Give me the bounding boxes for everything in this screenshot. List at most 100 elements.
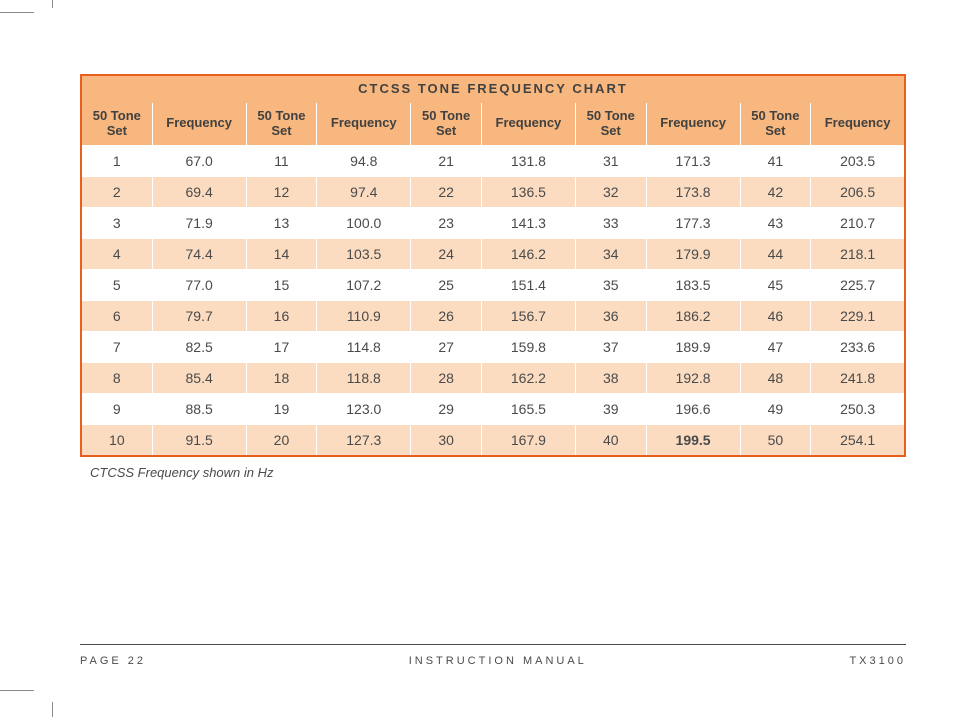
cell-frequency: 131.8 <box>482 145 576 176</box>
cell-tone-set: 35 <box>576 269 647 300</box>
cell-frequency: 177.3 <box>647 207 741 238</box>
cell-frequency: 77.0 <box>153 269 247 300</box>
cell-frequency: 146.2 <box>482 238 576 269</box>
table-row: 988.519123.029165.539196.649250.3 <box>82 393 904 424</box>
cell-tone-set: 24 <box>411 238 482 269</box>
cell-tone-set: 38 <box>576 362 647 393</box>
cell-frequency: 67.0 <box>153 145 247 176</box>
cell-tone-set: 29 <box>411 393 482 424</box>
table-row: 371.913100.023141.333177.343210.7 <box>82 207 904 238</box>
cell-tone-set: 31 <box>576 145 647 176</box>
col-header-frequency: Frequency <box>647 103 741 145</box>
cell-tone-set: 5 <box>82 269 153 300</box>
cell-tone-set: 1 <box>82 145 153 176</box>
cell-tone-set: 45 <box>741 269 812 300</box>
cell-frequency: 225.7 <box>811 269 904 300</box>
content-area: CTCSS TONE FREQUENCY CHART 50 ToneSetFre… <box>52 12 934 480</box>
cell-frequency: 254.1 <box>811 424 904 455</box>
cell-frequency: 114.8 <box>317 331 411 362</box>
cell-frequency: 94.8 <box>317 145 411 176</box>
cell-tone-set: 6 <box>82 300 153 331</box>
table-header-row: 50 ToneSetFrequency50 ToneSetFrequency50… <box>82 103 904 145</box>
cell-frequency: 165.5 <box>482 393 576 424</box>
cell-tone-set: 39 <box>576 393 647 424</box>
cell-frequency: 250.3 <box>811 393 904 424</box>
cell-frequency: 103.5 <box>317 238 411 269</box>
table-row: 474.414103.524146.234179.944218.1 <box>82 238 904 269</box>
cell-frequency: 173.8 <box>647 176 741 207</box>
cell-tone-set: 34 <box>576 238 647 269</box>
cell-frequency: 107.2 <box>317 269 411 300</box>
cell-tone-set: 12 <box>247 176 318 207</box>
footer-page-number: PAGE 22 <box>80 655 146 667</box>
cell-tone-set: 25 <box>411 269 482 300</box>
table-row: 167.01194.821131.831171.341203.5 <box>82 145 904 176</box>
table-row: 269.41297.422136.532173.842206.5 <box>82 176 904 207</box>
cell-tone-set: 32 <box>576 176 647 207</box>
cell-tone-set: 10 <box>82 424 153 455</box>
footer-divider <box>80 644 906 645</box>
cell-frequency: 100.0 <box>317 207 411 238</box>
crop-mark <box>52 0 53 8</box>
cell-tone-set: 44 <box>741 238 812 269</box>
cell-tone-set: 3 <box>82 207 153 238</box>
cell-frequency: 110.9 <box>317 300 411 331</box>
cell-frequency: 82.5 <box>153 331 247 362</box>
cell-frequency: 179.9 <box>647 238 741 269</box>
cell-frequency: 74.4 <box>153 238 247 269</box>
cell-tone-set: 22 <box>411 176 482 207</box>
cell-frequency: 199.5 <box>647 424 741 455</box>
col-header-tone-set: 50 ToneSet <box>82 103 153 145</box>
col-header-tone-set: 50 ToneSet <box>411 103 482 145</box>
cell-tone-set: 42 <box>741 176 812 207</box>
table-footnote: CTCSS Frequency shown in Hz <box>90 465 906 480</box>
cell-tone-set: 4 <box>82 238 153 269</box>
cell-tone-set: 7 <box>82 331 153 362</box>
cell-frequency: 162.2 <box>482 362 576 393</box>
cell-frequency: 118.8 <box>317 362 411 393</box>
cell-tone-set: 33 <box>576 207 647 238</box>
cell-tone-set: 43 <box>741 207 812 238</box>
cell-tone-set: 30 <box>411 424 482 455</box>
cell-tone-set: 2 <box>82 176 153 207</box>
cell-tone-set: 49 <box>741 393 812 424</box>
cell-tone-set: 47 <box>741 331 812 362</box>
footer-doc-title: INSTRUCTION MANUAL <box>409 655 587 667</box>
page-area: CTCSS TONE FREQUENCY CHART 50 ToneSetFre… <box>52 12 934 687</box>
cell-tone-set: 50 <box>741 424 812 455</box>
cell-frequency: 189.9 <box>647 331 741 362</box>
cell-frequency: 233.6 <box>811 331 904 362</box>
page-footer: PAGE 22 INSTRUCTION MANUAL TX3100 <box>80 655 906 667</box>
cell-frequency: 71.9 <box>153 207 247 238</box>
cell-tone-set: 15 <box>247 269 318 300</box>
col-header-frequency: Frequency <box>153 103 247 145</box>
col-header-tone-set: 50 ToneSet <box>576 103 647 145</box>
cell-frequency: 186.2 <box>647 300 741 331</box>
cell-frequency: 88.5 <box>153 393 247 424</box>
crop-mark <box>0 690 34 691</box>
cell-tone-set: 37 <box>576 331 647 362</box>
cell-tone-set: 13 <box>247 207 318 238</box>
cell-tone-set: 46 <box>741 300 812 331</box>
cell-tone-set: 8 <box>82 362 153 393</box>
cell-tone-set: 28 <box>411 362 482 393</box>
cell-frequency: 97.4 <box>317 176 411 207</box>
cell-frequency: 141.3 <box>482 207 576 238</box>
cell-frequency: 91.5 <box>153 424 247 455</box>
table-body: 167.01194.821131.831171.341203.5269.4129… <box>82 145 904 455</box>
cell-tone-set: 41 <box>741 145 812 176</box>
cell-tone-set: 36 <box>576 300 647 331</box>
cell-frequency: 171.3 <box>647 145 741 176</box>
cell-frequency: 196.6 <box>647 393 741 424</box>
cell-frequency: 210.7 <box>811 207 904 238</box>
cell-frequency: 192.8 <box>647 362 741 393</box>
cell-tone-set: 14 <box>247 238 318 269</box>
cell-tone-set: 17 <box>247 331 318 362</box>
cell-tone-set: 9 <box>82 393 153 424</box>
ctcss-frequency-table: CTCSS TONE FREQUENCY CHART 50 ToneSetFre… <box>80 74 906 457</box>
cell-frequency: 79.7 <box>153 300 247 331</box>
footer-model-number: TX3100 <box>849 655 906 667</box>
cell-tone-set: 16 <box>247 300 318 331</box>
cell-frequency: 203.5 <box>811 145 904 176</box>
cell-frequency: 229.1 <box>811 300 904 331</box>
